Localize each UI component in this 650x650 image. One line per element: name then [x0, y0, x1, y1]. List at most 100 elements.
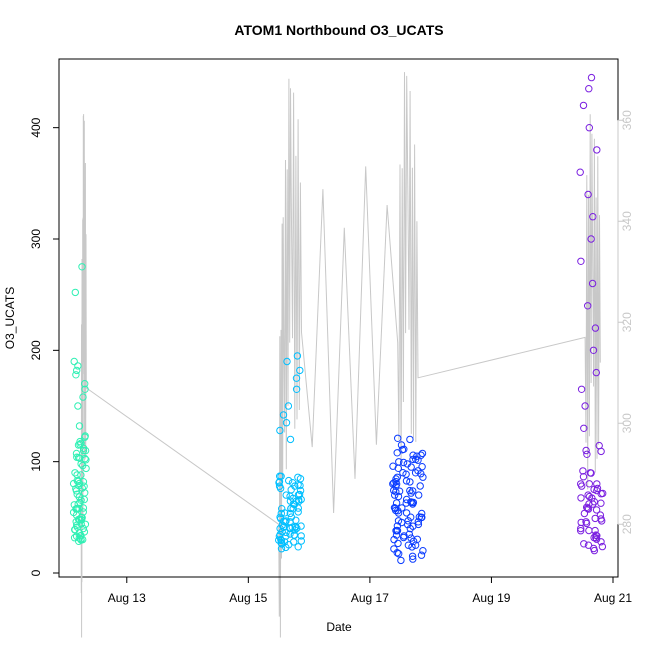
data-point	[290, 531, 298, 539]
data-point	[284, 402, 293, 410]
data-point	[592, 534, 600, 542]
data-point	[287, 513, 296, 521]
data-point	[394, 539, 402, 548]
data-point	[417, 470, 425, 478]
data-point	[584, 190, 592, 199]
data-point	[590, 546, 599, 555]
data-point	[77, 471, 85, 479]
data-point	[577, 494, 585, 502]
y-tick-label: 0	[29, 569, 43, 576]
data-point	[417, 551, 426, 559]
data-point	[399, 458, 408, 467]
data-point	[286, 509, 294, 518]
data-point	[73, 471, 81, 479]
y-tick-label: 100	[29, 451, 43, 471]
y2-tick-label: 340	[620, 211, 634, 231]
data-point	[406, 486, 414, 495]
data-point	[407, 534, 415, 542]
data-point	[579, 101, 588, 110]
data-point	[592, 535, 601, 543]
data-point	[418, 513, 426, 522]
data-point	[589, 346, 598, 354]
data-point	[394, 464, 402, 472]
data-point	[278, 505, 286, 513]
data-point	[406, 524, 414, 533]
data-point	[397, 441, 406, 449]
data-point	[79, 393, 87, 401]
data-point	[77, 460, 85, 468]
data-point	[282, 419, 291, 427]
data-point	[70, 501, 79, 509]
data-point	[75, 481, 83, 490]
data-point	[580, 424, 588, 432]
data-point	[400, 532, 408, 540]
y2-tick-label: 300	[620, 413, 634, 433]
data-point	[577, 518, 585, 527]
data-point	[297, 532, 305, 540]
data-point	[585, 85, 593, 93]
data-point	[79, 461, 87, 470]
data-point	[283, 357, 291, 366]
data-point	[75, 534, 84, 542]
data-point	[294, 543, 302, 551]
data-point	[582, 519, 591, 528]
data-point	[277, 536, 286, 545]
data-point	[577, 385, 586, 393]
data-point	[407, 513, 415, 521]
data-point	[285, 476, 293, 485]
data-point	[77, 536, 85, 544]
data-point	[395, 458, 403, 466]
plot-frame	[58, 58, 619, 578]
data-point	[74, 402, 82, 410]
data-point	[282, 517, 290, 525]
data-point	[72, 449, 81, 458]
data-point	[296, 366, 304, 375]
data-point	[584, 541, 593, 549]
data-point	[581, 402, 589, 410]
data-point	[79, 524, 88, 533]
data-point	[293, 352, 302, 360]
data-point	[275, 536, 283, 544]
data-point	[416, 482, 424, 490]
y2-tick-label: 320	[620, 312, 634, 332]
y-tick-label: 300	[29, 229, 43, 249]
data-point	[395, 550, 403, 558]
x-tick-label: Aug 15	[229, 591, 267, 605]
data-point	[81, 385, 89, 393]
y-tick-label: 200	[29, 340, 43, 360]
x-tick-label: Aug 19	[472, 591, 510, 605]
data-point	[285, 541, 293, 549]
data-point	[579, 473, 588, 481]
y2-tick-label: 280	[620, 514, 634, 534]
x-axis-label: Date	[326, 620, 352, 634]
data-point	[579, 467, 587, 475]
secondary-line-layer	[80, 72, 601, 638]
data-point	[74, 453, 83, 462]
data-point	[597, 515, 605, 523]
data-point	[585, 526, 593, 535]
data-point	[397, 556, 405, 565]
data-point	[582, 446, 590, 455]
data-point	[597, 499, 605, 507]
data-point	[413, 535, 421, 543]
data-point	[398, 446, 407, 454]
data-point	[81, 446, 90, 455]
data-point	[80, 528, 89, 536]
data-point	[73, 366, 81, 375]
data-point	[578, 482, 586, 490]
data-point	[292, 374, 301, 382]
data-point	[587, 73, 596, 82]
chart-title: ATOM1 Northbound O3_UCATS	[234, 22, 443, 38]
data-point	[415, 491, 423, 499]
data-point	[282, 491, 290, 499]
data-point	[418, 463, 426, 471]
data-point	[592, 531, 600, 539]
y-tick-label: 400	[29, 117, 43, 137]
data-point	[287, 504, 295, 513]
data-point	[418, 449, 427, 458]
data-point	[75, 422, 84, 430]
data-point	[286, 435, 295, 444]
data-point	[413, 452, 421, 460]
data-points-layer	[69, 73, 607, 565]
data-point	[79, 478, 88, 486]
